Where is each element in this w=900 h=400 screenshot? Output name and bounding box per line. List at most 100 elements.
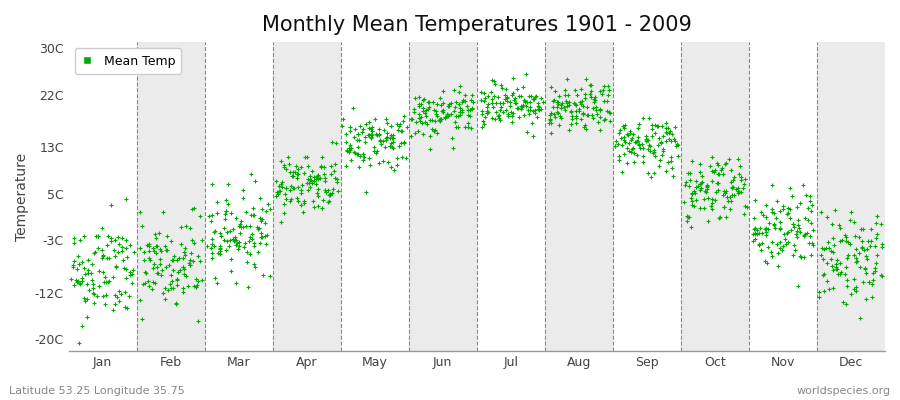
Mean Temp bbox=[146, 265, 160, 271]
Mean Temp bbox=[517, 112, 531, 118]
Mean Temp bbox=[98, 292, 112, 299]
Mean Temp bbox=[632, 142, 646, 148]
Mean Temp bbox=[435, 107, 449, 114]
Mean Temp bbox=[710, 180, 724, 186]
Mean Temp bbox=[836, 298, 850, 305]
Mean Temp bbox=[343, 128, 357, 134]
Mean Temp bbox=[633, 145, 647, 151]
Mean Temp bbox=[438, 115, 453, 121]
Mean Temp bbox=[321, 198, 336, 204]
Mean Temp bbox=[647, 149, 662, 155]
Mean Temp bbox=[164, 272, 178, 278]
Mean Temp bbox=[841, 239, 855, 245]
Mean Temp bbox=[383, 164, 398, 170]
Mean Temp bbox=[501, 110, 516, 117]
Mean Temp bbox=[621, 132, 635, 139]
Mean Temp bbox=[732, 171, 746, 178]
Mean Temp bbox=[92, 267, 106, 274]
Mean Temp bbox=[377, 127, 392, 133]
Mean Temp bbox=[680, 212, 694, 219]
Mean Temp bbox=[97, 301, 112, 308]
Mean Temp bbox=[166, 285, 180, 291]
Mean Temp bbox=[95, 253, 110, 259]
Mean Temp bbox=[875, 273, 889, 279]
Mean Temp bbox=[504, 119, 518, 125]
Mean Temp bbox=[536, 98, 551, 105]
Mean Temp bbox=[146, 279, 160, 286]
Mean Temp bbox=[220, 238, 234, 244]
Mean Temp bbox=[169, 300, 184, 306]
Mean Temp bbox=[685, 190, 699, 197]
Mean Temp bbox=[678, 181, 692, 188]
Mean Temp bbox=[480, 108, 494, 114]
Mean Temp bbox=[95, 293, 110, 300]
Mean Temp bbox=[560, 100, 574, 106]
Mean Temp bbox=[476, 90, 491, 96]
Mean Temp bbox=[847, 219, 861, 226]
Mean Temp bbox=[826, 249, 841, 256]
Mean Temp bbox=[693, 187, 707, 194]
Mean Temp bbox=[789, 227, 804, 234]
Mean Temp bbox=[86, 281, 100, 287]
Mean Temp bbox=[789, 203, 804, 210]
Mean Temp bbox=[297, 200, 311, 206]
Mean Temp bbox=[526, 96, 541, 102]
Mean Temp bbox=[189, 284, 203, 290]
Mean Temp bbox=[803, 233, 817, 239]
Mean Temp bbox=[364, 123, 379, 130]
Mean Temp bbox=[391, 126, 405, 133]
Mean Temp bbox=[575, 110, 590, 116]
Mean Temp bbox=[534, 106, 548, 112]
Mean Temp bbox=[370, 148, 384, 154]
Mean Temp bbox=[868, 264, 883, 271]
Mean Temp bbox=[147, 248, 161, 255]
Mean Temp bbox=[353, 123, 367, 130]
Mean Temp bbox=[626, 144, 641, 151]
Mean Temp bbox=[781, 239, 796, 245]
Mean Temp bbox=[478, 95, 492, 101]
Mean Temp bbox=[237, 244, 251, 250]
Mean Temp bbox=[102, 277, 116, 284]
Mean Temp bbox=[551, 110, 565, 116]
Mean Temp bbox=[271, 188, 285, 194]
Mean Temp bbox=[80, 296, 94, 302]
Mean Temp bbox=[586, 115, 600, 121]
Mean Temp bbox=[747, 214, 761, 221]
Mean Temp bbox=[832, 222, 847, 228]
Mean Temp bbox=[120, 254, 134, 260]
Mean Temp bbox=[374, 138, 388, 144]
Mean Temp bbox=[659, 138, 673, 144]
Mean Temp bbox=[176, 263, 190, 270]
Mean Temp bbox=[699, 183, 714, 190]
Mean Temp bbox=[290, 170, 304, 177]
Mean Temp bbox=[152, 246, 166, 252]
Mean Temp bbox=[446, 107, 461, 114]
Mean Temp bbox=[812, 289, 826, 296]
Mean Temp bbox=[143, 256, 157, 263]
Mean Temp bbox=[800, 217, 814, 223]
Mean Temp bbox=[865, 294, 879, 300]
Mean Temp bbox=[247, 242, 261, 249]
Mean Temp bbox=[748, 236, 762, 243]
Mean Temp bbox=[761, 226, 776, 232]
Mean Temp bbox=[713, 214, 727, 220]
Mean Temp bbox=[520, 98, 535, 105]
Mean Temp bbox=[698, 187, 712, 194]
Mean Temp bbox=[698, 189, 713, 195]
Mean Temp bbox=[623, 130, 637, 136]
Mean Temp bbox=[550, 99, 564, 106]
Mean Temp bbox=[572, 106, 586, 112]
Mean Temp bbox=[626, 158, 641, 165]
Mean Temp bbox=[218, 216, 232, 222]
Mean Temp bbox=[119, 274, 133, 281]
Mean Temp bbox=[786, 252, 800, 258]
Mean Temp bbox=[522, 93, 536, 100]
Mean Temp bbox=[156, 209, 170, 215]
Mean Temp bbox=[641, 137, 655, 144]
Mean Temp bbox=[551, 98, 565, 105]
Mean Temp bbox=[505, 113, 519, 120]
Mean Temp bbox=[452, 101, 466, 107]
Mean Temp bbox=[547, 110, 562, 117]
Mean Temp bbox=[399, 154, 413, 161]
Mean Temp bbox=[580, 112, 594, 118]
